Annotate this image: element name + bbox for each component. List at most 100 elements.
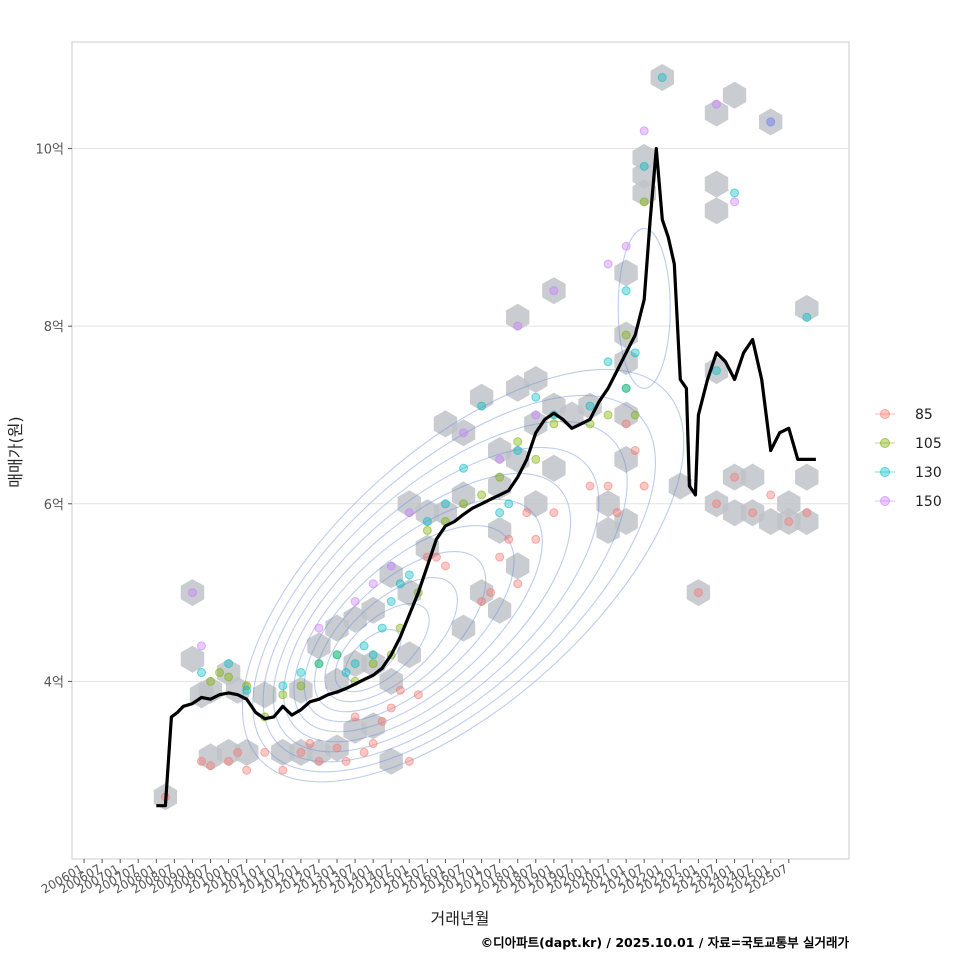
hexbin (704, 170, 729, 198)
hexbin (451, 614, 476, 642)
hexbin (795, 508, 819, 535)
point-series-130 (495, 508, 505, 518)
point-series-130 (395, 579, 405, 589)
point-series-130 (359, 641, 369, 651)
point-series-85 (224, 756, 234, 766)
point-series-105 (639, 197, 649, 207)
point-series-85 (368, 739, 378, 749)
point-series-85 (305, 739, 315, 749)
plot-panel (71, 41, 850, 860)
point-series-150 (495, 454, 505, 464)
point-series-85 (314, 756, 324, 766)
hexbin (596, 516, 620, 544)
point-series-105 (621, 330, 631, 340)
point-series-85 (513, 579, 523, 589)
point-series-130 (504, 499, 514, 509)
density-contour (262, 420, 628, 763)
x-axis-title: 거래년월 (431, 909, 490, 928)
density-contour (334, 603, 430, 693)
hexbin (777, 508, 801, 535)
point-series-150 (197, 641, 206, 651)
hexbin (542, 277, 566, 305)
point-series-85 (413, 690, 423, 700)
point-series-85 (332, 743, 342, 753)
source-caption: ©디아파트(dapt.kr) / 2025.10.01 / 자료=국토교통부 실… (481, 935, 850, 950)
point-series-85 (197, 756, 206, 766)
legend-swatch-150 (880, 496, 890, 506)
point-series-105 (368, 659, 378, 669)
point-series-85 (504, 534, 514, 544)
hexbin (415, 499, 440, 527)
point-series-85 (260, 747, 270, 757)
hexbin (740, 463, 765, 491)
point-series-150 (531, 410, 541, 420)
point-series-130 (224, 659, 234, 669)
hexbin (506, 552, 530, 580)
legend-swatch-105 (880, 438, 890, 448)
point-series-130 (242, 685, 252, 695)
point-series-85 (377, 716, 387, 726)
point-series-130 (459, 463, 469, 473)
y-tick-label: 6억 (44, 498, 64, 513)
hexbin (704, 357, 729, 385)
legend: 85 105 130 150 (875, 407, 942, 510)
hexbin (433, 499, 458, 527)
point-series-85 (693, 588, 703, 598)
point-series-150 (639, 126, 649, 136)
point-series-85 (639, 481, 649, 491)
point-series-85 (766, 490, 776, 500)
point-series-85 (242, 765, 252, 775)
point-series-130 (332, 650, 342, 660)
point-series-85 (359, 747, 369, 757)
point-series-150 (404, 508, 414, 518)
point-series-105 (459, 499, 469, 509)
y-tick-label: 8억 (44, 320, 64, 335)
hexbin (397, 490, 421, 518)
trend-line-layer (156, 147, 816, 808)
point-series-130 (350, 659, 360, 669)
hexbin (524, 366, 548, 393)
hexbin (469, 579, 494, 607)
point-series-130 (657, 73, 667, 83)
legend-label: 105 (915, 436, 942, 452)
hexbin (668, 472, 692, 500)
point-series-150 (459, 428, 469, 438)
point-series-150 (549, 286, 559, 296)
point-series-85 (395, 685, 405, 695)
point-series-85 (477, 596, 487, 606)
legend-swatch-130 (880, 467, 890, 477)
hexbin (397, 641, 421, 669)
hexbin (704, 490, 729, 518)
hexbin (795, 463, 819, 491)
hexbin (506, 374, 530, 402)
hexbin (271, 738, 295, 766)
point-series-85 (549, 508, 559, 518)
point-series-85 (440, 561, 450, 571)
legend-label: 85 (915, 407, 933, 423)
density-contour (272, 446, 600, 753)
hexbin (632, 179, 656, 207)
hexbin (722, 499, 747, 527)
point-series-150 (314, 623, 324, 633)
point-series-130 (368, 650, 378, 660)
point-series-85 (730, 472, 740, 482)
point-series-150 (386, 561, 396, 571)
trend-line (156, 147, 816, 808)
point-series-130 (296, 668, 306, 678)
point-series-105 (278, 690, 288, 700)
hexbin (325, 734, 349, 762)
point-series-105 (549, 419, 559, 429)
point-series-105 (603, 410, 613, 420)
hexbin (451, 481, 476, 509)
hexbin (235, 738, 259, 766)
hexbin (469, 383, 494, 411)
hexbin (759, 108, 783, 136)
point-series-150 (350, 596, 360, 606)
point-series-130 (585, 401, 595, 411)
hexbin (325, 614, 349, 642)
point-series-105 (630, 410, 640, 420)
hexbin (632, 161, 656, 189)
point-series-85 (350, 712, 360, 722)
hexbin (506, 303, 530, 331)
point-series-85 (486, 588, 496, 598)
